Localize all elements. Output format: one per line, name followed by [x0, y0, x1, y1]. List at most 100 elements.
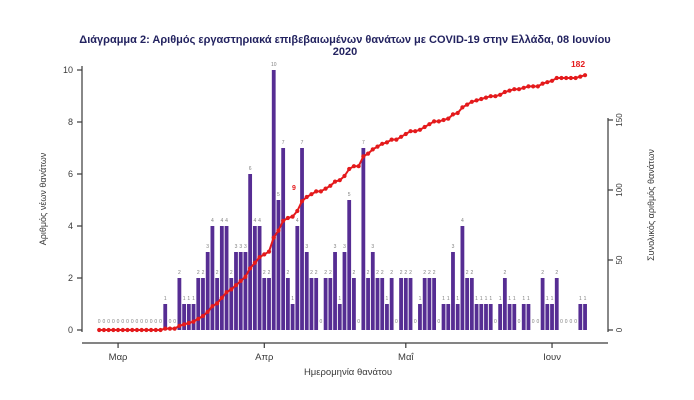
- daily-deaths-bar: [488, 304, 493, 330]
- bar-value-label: 2: [329, 270, 332, 276]
- cumulative-line-marker: [432, 119, 437, 124]
- bar-value-label: 2: [315, 270, 318, 276]
- bar-value-label: 7: [301, 140, 304, 146]
- daily-deaths-bar: [408, 278, 413, 330]
- cumulative-line-marker: [417, 127, 423, 132]
- cumulative-line-marker: [554, 75, 559, 81]
- daily-deaths-bar: [370, 252, 375, 330]
- y-left-tick-label: 4: [68, 221, 73, 231]
- daily-deaths-bar: [342, 252, 347, 330]
- bar-value-label: 0: [414, 319, 417, 325]
- cumulative-line-marker: [559, 75, 564, 81]
- daily-deaths-bar: [224, 226, 229, 330]
- cumulative-line-marker: [351, 164, 357, 169]
- bar-value-label: 1: [485, 296, 488, 302]
- daily-deaths-bar: [418, 304, 422, 330]
- bar-value-label: 3: [305, 244, 308, 250]
- bar-value-label: 0: [154, 319, 157, 325]
- bar-value-label: 4: [253, 218, 256, 224]
- cumulative-line-marker: [535, 84, 540, 89]
- daily-deaths-bar: [540, 278, 545, 330]
- daily-deaths-bar: [403, 278, 408, 330]
- daily-deaths-bar: [507, 304, 512, 330]
- cumulative-line-marker: [111, 327, 116, 333]
- cumulative-line-marker: [394, 137, 399, 142]
- cumulative-line-marker: [106, 327, 111, 333]
- bar-value-label: 1: [442, 296, 445, 302]
- daily-deaths-bar: [333, 252, 337, 330]
- cumulative-line-marker: [167, 326, 173, 331]
- bar-value-label: 0: [150, 319, 153, 325]
- bar-value-label: 7: [282, 140, 285, 146]
- daily-deaths-bar: [427, 278, 432, 330]
- cumulative-line-marker: [290, 214, 295, 219]
- bar-value-label: 1: [475, 296, 478, 302]
- daily-deaths-bar: [554, 278, 559, 330]
- cumulative-line-marker: [318, 189, 323, 194]
- cumulative-line-marker: [370, 147, 375, 152]
- daily-deaths-bar: [432, 278, 437, 330]
- daily-deaths-bar: [238, 252, 243, 330]
- daily-deaths-bar: [196, 278, 201, 330]
- cumulative-line-marker: [262, 252, 267, 257]
- bar-value-label: 0: [570, 319, 573, 325]
- bar-value-label: 0: [169, 319, 172, 325]
- cumulative-line-marker: [408, 129, 413, 134]
- daily-deaths-bar: [583, 304, 587, 330]
- bar-value-label: 0: [518, 319, 521, 325]
- cumulative-line-marker: [375, 144, 380, 149]
- bar-value-label: 0: [320, 319, 323, 325]
- daily-deaths-bar: [219, 226, 224, 330]
- x-axis-tick-label: Μαΐ: [398, 352, 414, 363]
- bar-value-label: 1: [291, 296, 294, 302]
- cumulative-line-marker: [380, 141, 385, 146]
- cumulative-line-marker: [271, 235, 276, 240]
- daily-deaths-bar: [234, 252, 238, 330]
- daily-deaths-bar: [502, 278, 507, 330]
- bar-value-label: 2: [178, 270, 181, 276]
- daily-deaths-bar: [248, 174, 253, 330]
- cumulative-line-marker: [328, 183, 333, 188]
- cumulative-line-marker: [427, 122, 432, 127]
- bar-value-label: 3: [334, 244, 337, 250]
- cumulative-line-marker: [163, 326, 168, 331]
- daily-deaths-bar: [191, 304, 196, 330]
- daily-deaths-bar: [295, 226, 300, 330]
- daily-deaths-bar: [484, 304, 488, 330]
- daily-deaths-bar: [498, 304, 503, 330]
- cumulative-line-marker: [323, 186, 328, 191]
- bar-value-label: 1: [386, 296, 389, 302]
- cumulative-line-marker: [356, 164, 361, 169]
- bar-value-label: 0: [560, 319, 563, 325]
- cumulative-line-marker: [582, 73, 588, 78]
- bar-value-label: 0: [357, 319, 360, 325]
- cumulative-line-marker: [295, 208, 300, 214]
- daily-deaths-bar: [271, 70, 276, 330]
- bar-value-label: 2: [390, 270, 393, 276]
- cumulative-line-marker: [361, 154, 366, 159]
- daily-deaths-bar: [267, 278, 271, 330]
- cumulative-line-marker: [200, 313, 206, 319]
- x-axis-tick-label: Μαρ: [109, 352, 128, 363]
- y-right-tick-label: 50: [615, 255, 624, 264]
- cumulative-line-marker: [115, 327, 121, 333]
- bar-value-label: 6: [249, 166, 252, 172]
- cumulative-line-marker: [210, 304, 215, 309]
- daily-deaths-bar: [201, 278, 205, 330]
- cumulative-line-marker: [139, 327, 144, 333]
- cumulative-line-marker: [337, 178, 342, 183]
- cumulative-line-marker: [549, 78, 555, 83]
- daily-deaths-bar: [451, 252, 455, 330]
- cumulative-line-marker: [196, 316, 201, 321]
- daily-deaths-bar: [337, 304, 342, 330]
- cumulative-line-marker: [101, 327, 107, 333]
- daily-deaths-bar: [281, 148, 286, 330]
- bar-value-label: 1: [447, 296, 450, 302]
- daily-deaths-bar: [441, 304, 446, 330]
- bar-value-label: 0: [98, 319, 101, 325]
- cumulative-line-marker: [233, 283, 239, 288]
- cumulative-line-marker: [521, 85, 526, 90]
- cumulative-line-marker: [507, 88, 512, 93]
- daily-deaths-bar: [399, 278, 403, 330]
